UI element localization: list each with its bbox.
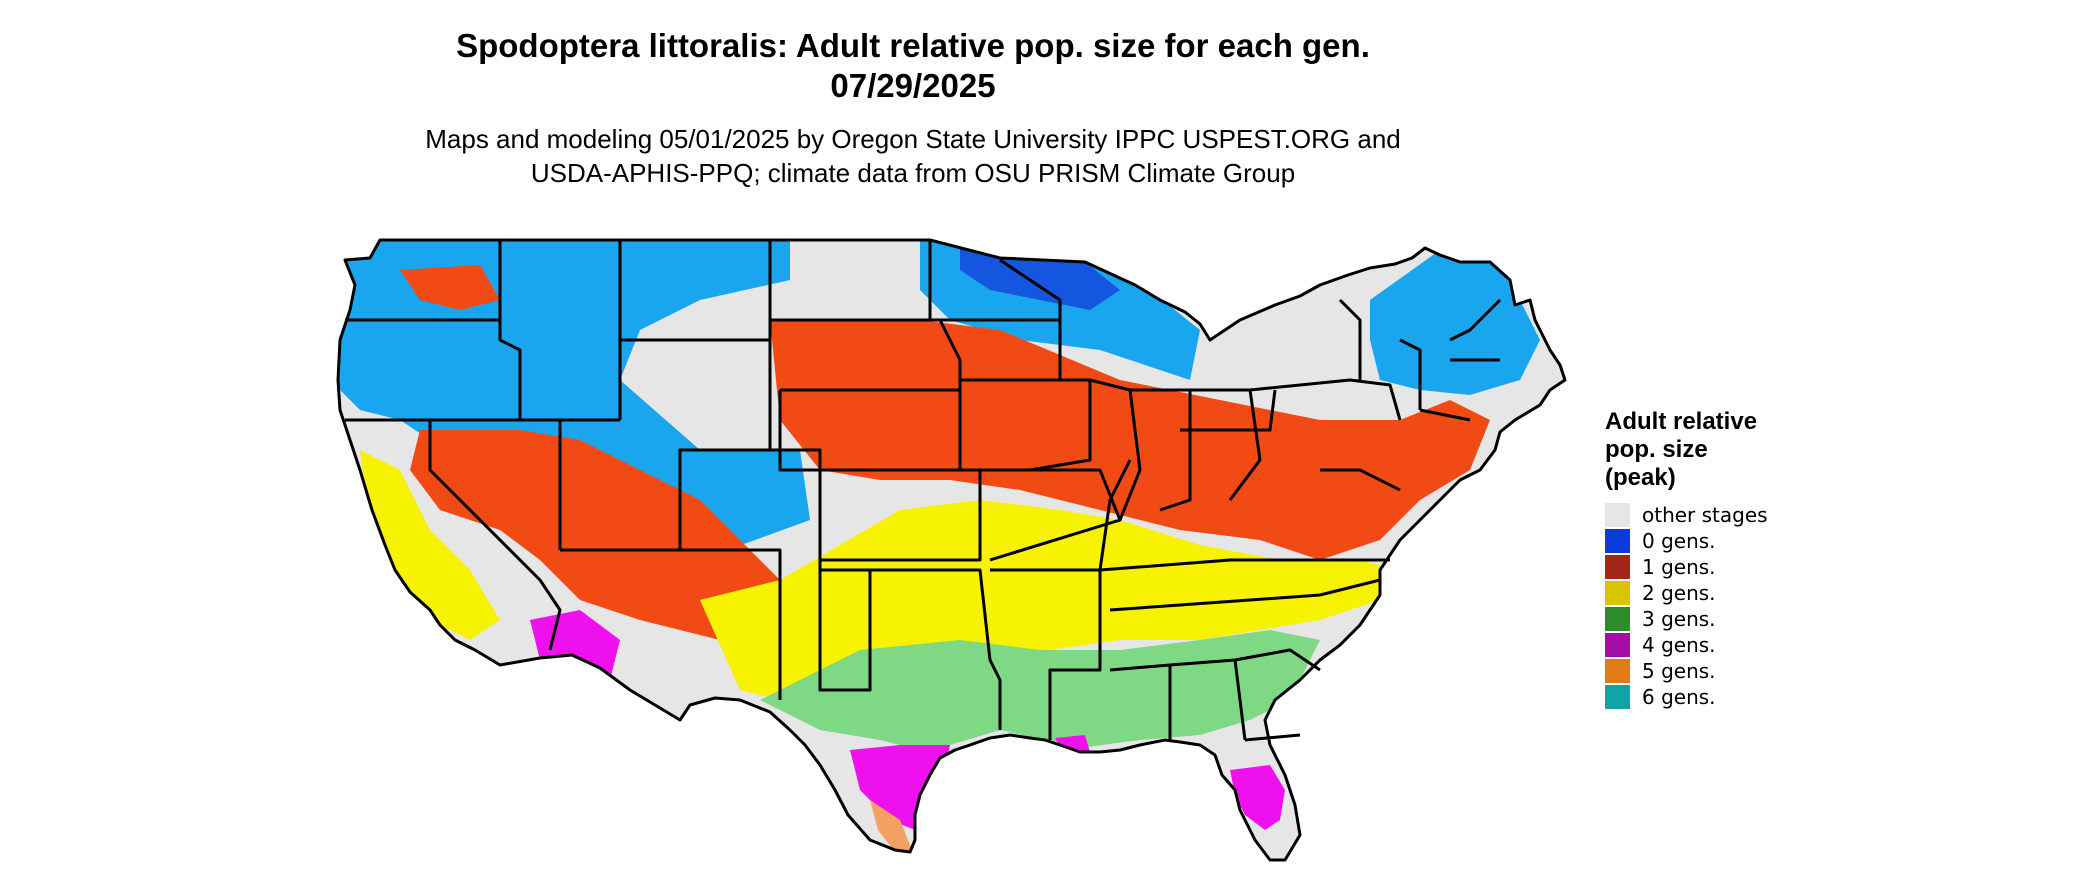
state-borders-central [770, 238, 1132, 740]
legend-swatch [1605, 685, 1630, 709]
zone-1-gens-washington [400, 265, 500, 310]
map-subtitle-line2: USDA-APHIS-PPQ; climate data from OSU PR… [530, 158, 1296, 188]
legend-item: 1 gens. [1605, 554, 1905, 580]
state-borders-west [345, 240, 872, 700]
legend-label: 2 gens. [1642, 581, 1716, 605]
legend-label: 5 gens. [1642, 659, 1716, 683]
zone-5-gens-south-texas [870, 800, 912, 852]
zone-2-gens-california [360, 450, 500, 640]
legend-swatch [1605, 503, 1630, 527]
legend-label: 6 gens. [1642, 685, 1716, 709]
legend-swatch [1605, 555, 1630, 579]
legend-item: other stages [1605, 502, 1905, 528]
zone-1-gens-plains [770, 320, 1490, 560]
legend-label: 0 gens. [1642, 529, 1716, 553]
legend-swatch [1605, 633, 1630, 657]
legend-swatch [1605, 581, 1630, 605]
map-subtitle-line1: Maps and modeling 05/01/2025 by Oregon S… [425, 124, 1401, 154]
legend-title-line: Adult relative [1605, 408, 1758, 435]
legend: Adult relative pop. size (peak) other st… [1605, 408, 1905, 710]
legend-title-line: pop. size [1605, 436, 1708, 463]
legend-swatch [1605, 529, 1630, 553]
legend-item: 2 gens. [1605, 580, 1905, 606]
state-borders-east [1089, 298, 1502, 742]
legend-item: 6 gens. [1605, 684, 1905, 710]
legend-label: 4 gens. [1642, 633, 1716, 657]
legend-label: other stages [1642, 503, 1768, 527]
legend-item: 0 gens. [1605, 528, 1905, 554]
zone-4-gens-florida [1230, 765, 1285, 830]
legend-title: Adult relative pop. size (peak) [1605, 408, 1905, 492]
legend-label: 1 gens. [1642, 555, 1716, 579]
legend-item: 4 gens. [1605, 632, 1905, 658]
legend-swatch [1605, 659, 1630, 683]
legend-title-line: (peak) [1605, 464, 1676, 491]
legend-item: 3 gens. [1605, 606, 1905, 632]
zone-0-gens-west [338, 240, 810, 560]
map-title: Spodoptera littoralis: Adult relative po… [456, 27, 1370, 64]
legend-item: 5 gens. [1605, 658, 1905, 684]
legend-label: 3 gens. [1642, 607, 1716, 631]
zone-1-gens-great-basin [410, 430, 800, 640]
map-date: 07/29/2025 [830, 67, 996, 104]
zone-3-gens-gulf [760, 630, 1320, 750]
legend-swatch [1605, 607, 1630, 631]
